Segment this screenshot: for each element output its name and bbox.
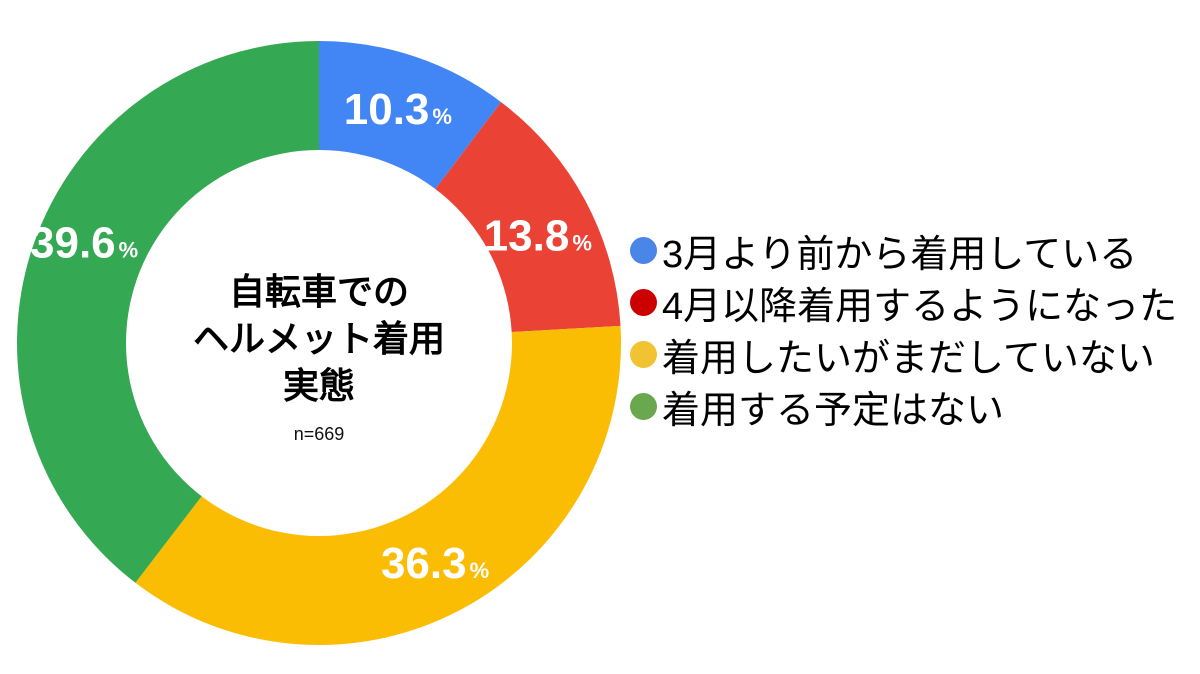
legend-item: 4月以降着用するようになった [630,282,1177,328]
legend-label: 着用したいがまだしていない [662,337,1155,380]
legend-marker [630,236,657,264]
legend-marker [630,392,657,420]
legend-label: 着用する予定はない [662,389,1005,432]
sample-size-label: n=669 [293,424,345,444]
title-line: 実態 [282,365,355,406]
slice-value-label: 39.6% [30,218,138,267]
legend-label: 3月より前から着用している [662,233,1138,276]
legend-item: 着用する予定はない [630,386,1177,432]
donut-hole [126,150,512,536]
legend-item: 着用したいがまだしていない [630,334,1177,380]
chart-center-title: 自転車でのヘルメット着用 実態 [99,268,539,409]
title-line: 自転車での [228,271,409,312]
slice-value-label: 10.3% [344,85,452,134]
legend-marker [630,340,657,368]
legend-item: 3月より前から着用している [630,230,1177,276]
title-line: ヘルメット着用 [192,318,445,359]
slice-value-label: 13.8% [484,211,592,260]
slice-value-label: 36.3% [381,539,489,588]
legend-marker [630,288,657,316]
chart-legend: 3月より前から着用している 4月以降着用するようになった 着用したいがまだしていない… [630,230,1177,432]
legend-label: 4月以降着用するようになった [662,285,1178,328]
